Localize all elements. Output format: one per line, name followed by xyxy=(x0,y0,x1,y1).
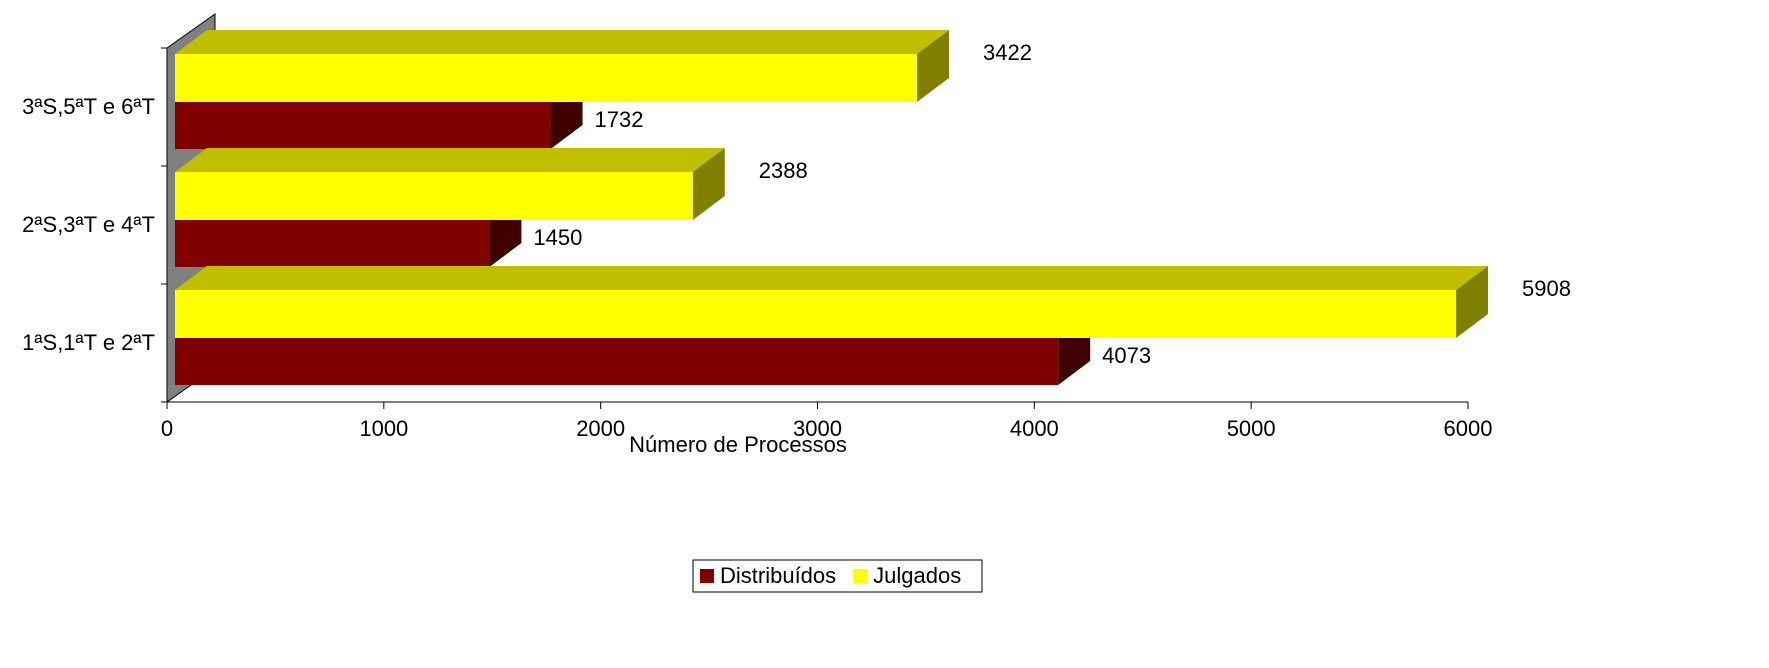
x-tick-label: 1000 xyxy=(359,416,408,441)
y-tick-label: 2ªS,3ªT e 4ªT xyxy=(22,212,155,237)
bar-side xyxy=(692,148,725,220)
value-label: 4073 xyxy=(1102,343,1151,368)
y-tick-label: 3ªS,5ªT e 6ªT xyxy=(22,94,155,119)
legend-swatch xyxy=(853,569,868,583)
bar-top xyxy=(175,148,725,172)
bar-side xyxy=(1456,266,1489,338)
value-label: 5908 xyxy=(1522,276,1571,301)
x-tick-label: 0 xyxy=(161,416,173,441)
x-tick-label: 2000 xyxy=(576,416,625,441)
value-label: 3422 xyxy=(983,40,1032,65)
x-axis-label: Número de Processos xyxy=(629,432,847,457)
legend-swatch xyxy=(700,569,714,583)
value-label: 1450 xyxy=(533,225,582,250)
x-tick-label: 6000 xyxy=(1444,416,1493,441)
legend-label: Distribuídos xyxy=(720,563,836,588)
bar xyxy=(175,54,918,102)
x-tick-label: 4000 xyxy=(1010,416,1059,441)
legend xyxy=(692,559,983,593)
bar-top xyxy=(175,266,1489,290)
bar-top xyxy=(175,30,950,54)
bar-side xyxy=(917,30,950,102)
bar xyxy=(175,102,551,149)
x-tick-label: 3000 xyxy=(793,416,842,441)
bar xyxy=(175,172,693,220)
value-label: 1732 xyxy=(595,107,644,132)
bar xyxy=(175,338,1059,385)
x-tick-label: 5000 xyxy=(1227,416,1276,441)
bar xyxy=(175,290,1457,338)
value-label: 2388 xyxy=(759,158,808,183)
y-tick-label: 1ªS,1ªT e 2ªT xyxy=(22,330,155,355)
bar xyxy=(175,220,490,267)
legend-label: Julgados xyxy=(873,563,961,588)
